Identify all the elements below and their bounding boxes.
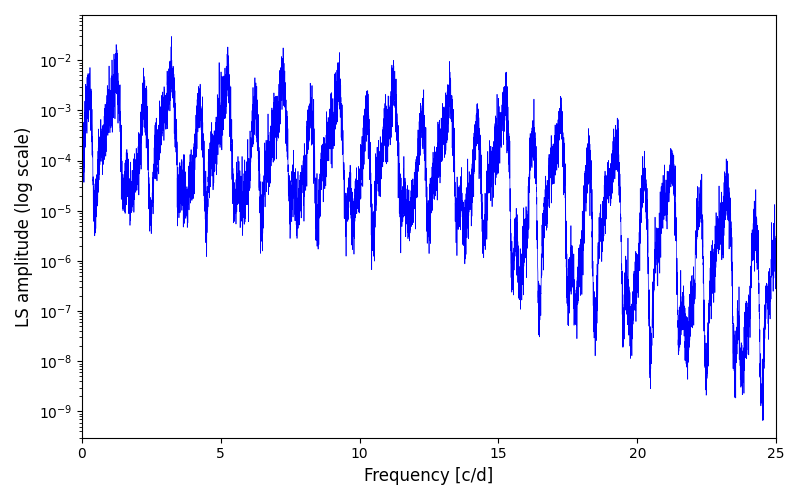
X-axis label: Frequency [c/d]: Frequency [c/d] — [364, 467, 494, 485]
Y-axis label: LS amplitude (log scale): LS amplitude (log scale) — [15, 126, 33, 326]
